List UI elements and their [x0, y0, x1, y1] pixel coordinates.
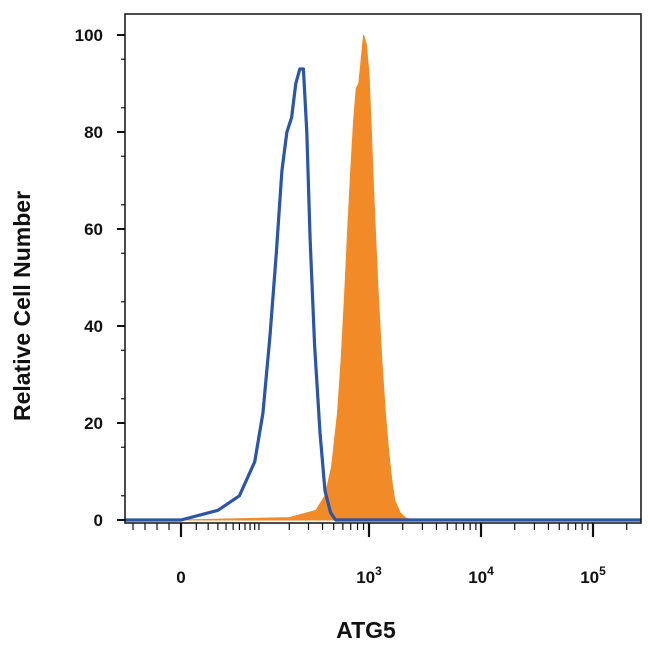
axes-layer: 0 20 40 60 80 100 0 103 104 105: [75, 26, 628, 587]
x-tick-label-100000: 105: [580, 564, 606, 587]
x-tick-label-1000: 103: [356, 564, 382, 587]
x-tick-label-10000: 104: [468, 564, 494, 587]
y-tick-label-20: 20: [84, 414, 103, 433]
series-layer: [125, 34, 641, 522]
plot-frame: [124, 13, 642, 524]
series-0-line: [125, 67, 641, 522]
x-axis-title: ATG5: [336, 617, 396, 643]
y-tick-label-100: 100: [75, 26, 103, 45]
x-tick-label-0: 0: [176, 568, 185, 587]
series-1-area: [180, 34, 420, 521]
y-tick-label-80: 80: [84, 123, 103, 142]
y-axis-title: Relative Cell Number: [9, 191, 35, 421]
y-tick-label-60: 60: [84, 220, 103, 239]
y-tick-label-0: 0: [94, 511, 103, 530]
y-tick-label-40: 40: [84, 317, 103, 336]
